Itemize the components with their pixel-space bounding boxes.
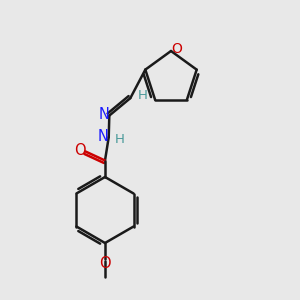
Text: H: H [138,89,148,102]
Text: O: O [74,143,86,158]
Text: O: O [171,43,182,56]
Text: N: N [98,129,109,144]
Text: O: O [99,256,111,272]
Text: N: N [98,107,110,122]
Text: H: H [114,133,124,146]
